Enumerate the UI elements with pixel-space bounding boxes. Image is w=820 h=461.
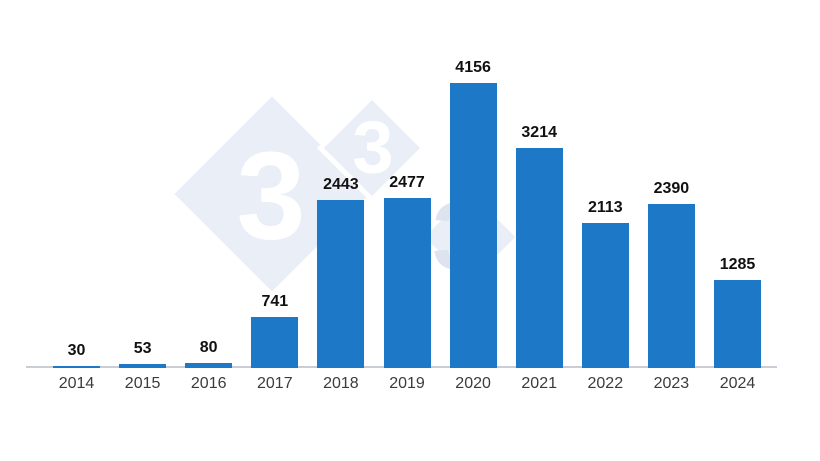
- bar-2020: [449, 83, 497, 368]
- bar-2017: [251, 317, 299, 368]
- bar-value-label: 1285: [719, 256, 756, 273]
- x-tick-label: 2020: [455, 375, 491, 392]
- x-tick-label: 2021: [521, 375, 557, 392]
- bar-value-label: 4156: [455, 59, 491, 76]
- bar-2022: [581, 223, 629, 368]
- bar-value-label: 53: [133, 340, 152, 357]
- x-tick-label: 2016: [190, 375, 227, 392]
- x-tick-label: 2018: [323, 375, 359, 392]
- bar-value-label: 2390: [653, 180, 690, 197]
- bar-2016: [185, 363, 233, 368]
- bar-2019: [383, 198, 431, 368]
- bar-2023: [647, 204, 695, 368]
- watermark-digit-top: 3: [352, 105, 394, 189]
- x-tick-label: 2019: [389, 375, 425, 392]
- bar-2018: [317, 200, 365, 368]
- bar-2024: [714, 280, 761, 368]
- x-tick-label: 2017: [257, 375, 293, 392]
- bar-value-label: 3214: [521, 124, 557, 141]
- watermark-digit-large: 3: [236, 127, 306, 266]
- bar-2014: [53, 366, 100, 368]
- bar-value-label: 2113: [587, 199, 623, 216]
- x-tick-label: 2024: [719, 375, 756, 392]
- x-tick-label: 2022: [587, 375, 624, 392]
- x-tick-label: 2015: [124, 375, 161, 392]
- bar-value-label: 2477: [389, 174, 425, 191]
- bar-value-label: 741: [261, 293, 289, 310]
- bar-value-label: 30: [67, 342, 86, 359]
- x-tick-label: 2014: [58, 375, 95, 392]
- x-tick-label: 2023: [653, 375, 690, 392]
- bar-value-label: 80: [199, 339, 218, 356]
- bar-2015: [119, 364, 167, 368]
- bar-value-label: 2443: [323, 176, 359, 193]
- bar-2021: [515, 148, 563, 368]
